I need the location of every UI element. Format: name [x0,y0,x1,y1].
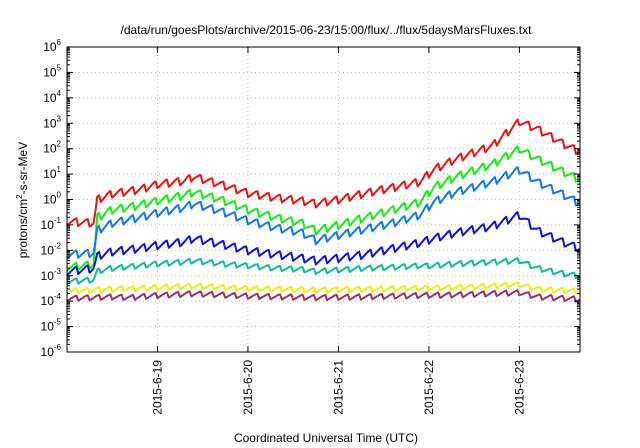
axes: 10610510410310210110010-110-210-310-410-… [41,38,580,415]
y-tick-label: 10-6 [41,343,62,359]
series-line-3 [66,166,581,260]
x-tick-label: 2015-6-19 [150,360,164,415]
x-axis-label: Coordinated Universal Time (UTC) [234,431,418,445]
y-tick-label-exp: 0 [57,191,62,200]
y-tick-label-base: 10 [43,91,57,105]
y-axis-label-sup: 2 [15,194,24,199]
y-tick-label: 10-3 [41,267,62,283]
y-tick-label-base: 10 [43,167,57,181]
series-line-5 [66,257,581,286]
y-axis-label-suffix: -s-sr-MeV [16,142,30,195]
y-tick-label-base: 10 [41,320,55,334]
y-tick-label: 10-5 [41,318,62,334]
y-tick-label-base: 10 [43,193,57,207]
y-tick-label-base: 10 [41,269,55,283]
y-tick-label-exp: -3 [54,267,62,276]
y-tick-label-base: 10 [41,243,55,257]
series-group [66,118,581,303]
y-tick-label-exp: -4 [54,292,62,301]
y-tick-label-exp: 6 [57,38,62,47]
series-line-7 [66,289,581,303]
y-tick-label: 102 [43,140,61,156]
y-tick-label: 105 [43,63,61,79]
series-line-1 [66,118,581,228]
y-tick-label-base: 10 [43,40,57,54]
x-tick-label: 2015-6-21 [331,360,345,415]
chart-title: /data/run/goesPlots/archive/2015-06-23/1… [121,23,533,37]
y-tick-label-exp: 1 [57,165,62,174]
y-tick-label: 10-2 [41,241,62,257]
y-tick-label-exp: 3 [57,114,62,123]
y-tick-label: 10-1 [41,216,62,232]
series-line-4 [66,211,581,277]
y-tick-label-base: 10 [43,65,57,79]
series-line-2 [66,145,581,272]
y-tick-label-exp: -1 [54,216,62,225]
y-tick-label: 10-4 [41,292,62,308]
series-line-6 [66,281,581,295]
y-tick-label-exp: -2 [54,241,62,250]
y-tick-label-base: 10 [41,294,55,308]
y-axis-label: protons/cm2-s-sr-MeV [15,142,30,258]
y-tick-label: 101 [43,165,61,181]
y-tick-label-exp: -6 [54,343,62,352]
x-tick-label: 2015-6-20 [241,360,255,415]
y-tick-label-exp: 4 [57,89,62,98]
y-tick-label-base: 10 [41,345,55,359]
y-axis-label-prefix: protons/cm [16,199,30,258]
x-tick-label: 2015-6-23 [512,360,526,415]
y-tick-label-base: 10 [41,218,55,232]
y-tick-label-exp: 5 [57,63,62,72]
y-tick-label: 103 [43,114,61,130]
y-tick-label: 106 [43,38,61,54]
y-tick-label-exp: 2 [57,140,62,149]
x-tick-label: 2015-6-22 [422,360,436,415]
y-tick-label-base: 10 [43,142,57,156]
y-tick-label: 104 [43,89,61,105]
y-tick-label-base: 10 [43,116,57,130]
y-tick-label-exp: -5 [54,318,62,327]
y-tick-label: 100 [43,191,61,207]
